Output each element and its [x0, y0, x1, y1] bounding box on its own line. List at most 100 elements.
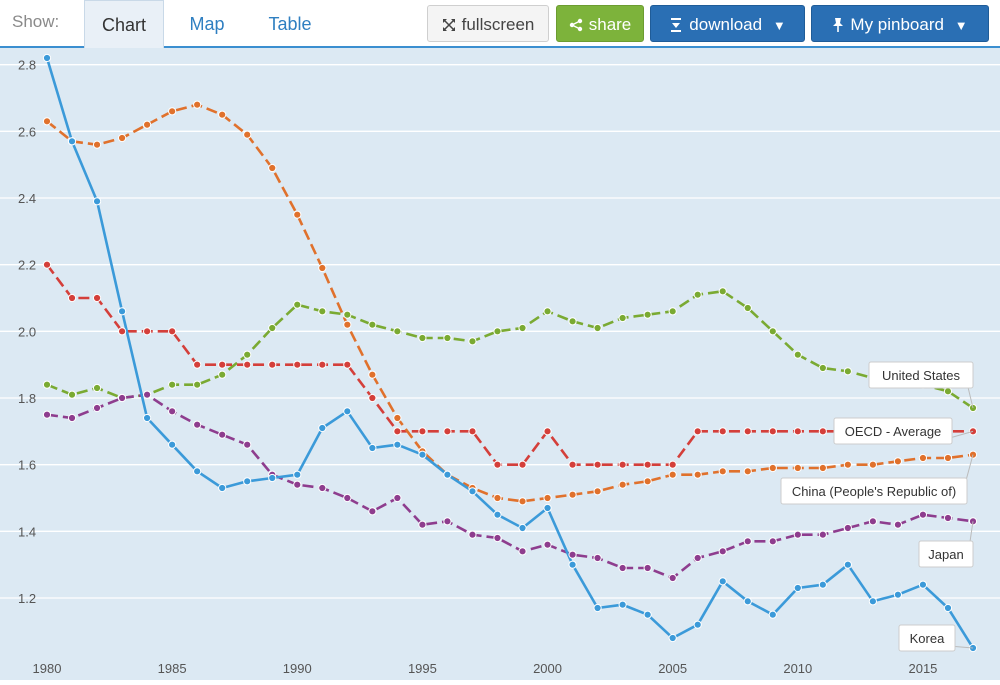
data-point	[918, 510, 928, 519]
data-point	[468, 337, 477, 346]
data-point	[117, 133, 127, 143]
data-point	[193, 420, 202, 429]
series-label-box	[898, 624, 956, 652]
tab-map[interactable]: Map	[172, 0, 242, 48]
data-point	[92, 403, 102, 413]
data-point	[368, 370, 377, 379]
data-point	[168, 327, 177, 336]
data-point	[743, 427, 752, 436]
data-point	[318, 360, 327, 369]
data-point	[643, 563, 652, 573]
data-point	[293, 480, 302, 489]
data-point	[618, 460, 627, 469]
data-point	[868, 597, 877, 606]
data-point	[968, 517, 978, 526]
data-point	[718, 287, 727, 296]
data-point	[493, 493, 502, 503]
data-point	[393, 427, 402, 436]
data-point	[943, 453, 953, 463]
data-point	[543, 307, 552, 316]
data-point	[418, 333, 427, 343]
data-point	[518, 547, 527, 556]
data-point	[368, 507, 377, 516]
data-point	[618, 563, 627, 573]
fullscreen-button[interactable]: fullscreen	[427, 5, 549, 42]
x-tick-label: 1990	[283, 661, 312, 676]
data-point	[943, 603, 953, 613]
data-point	[268, 360, 277, 369]
data-point	[668, 460, 677, 469]
data-point	[668, 307, 677, 316]
tab-chart-label: Chart	[101, 15, 146, 35]
data-point	[343, 310, 352, 319]
series-end-label: China (People's Republic of)	[792, 484, 956, 499]
data-point	[368, 393, 377, 403]
data-point	[743, 597, 752, 606]
data-point	[418, 450, 427, 459]
data-point	[368, 443, 377, 453]
data-point	[117, 307, 127, 316]
data-point	[668, 573, 677, 583]
data-point	[418, 520, 427, 529]
data-point	[468, 530, 477, 539]
pinboard-button[interactable]: My pinboard ▼	[811, 5, 989, 42]
data-point	[793, 583, 802, 593]
y-tick-label: 1.4	[18, 524, 36, 539]
data-point	[918, 580, 928, 589]
series-end-label: OECD - Average	[845, 424, 942, 439]
data-point	[143, 390, 152, 399]
data-point	[593, 603, 602, 613]
tab-chart[interactable]: Chart	[84, 0, 164, 49]
data-point	[568, 317, 577, 326]
data-point	[818, 427, 827, 436]
series-line	[45, 57, 975, 649]
data-point	[117, 327, 127, 336]
data-point	[818, 463, 827, 473]
data-point	[218, 483, 227, 493]
data-point	[593, 487, 602, 496]
data-point	[518, 460, 527, 469]
data-point	[518, 523, 527, 533]
data-point	[618, 600, 627, 609]
data-point	[143, 120, 152, 129]
data-point	[168, 380, 177, 389]
data-point	[818, 530, 827, 539]
data-point	[543, 503, 552, 513]
data-point	[92, 140, 102, 149]
data-point	[218, 370, 227, 379]
share-button[interactable]: share	[556, 5, 644, 42]
data-point	[743, 467, 752, 476]
data-point	[768, 463, 777, 473]
data-point	[218, 110, 227, 119]
data-point	[343, 320, 352, 329]
data-point	[643, 460, 652, 469]
data-point	[468, 487, 477, 496]
data-point	[393, 440, 402, 449]
y-tick-label: 2.4	[18, 191, 36, 206]
data-point	[168, 440, 177, 449]
y-tick-label: 2.0	[18, 324, 36, 339]
y-tick-label: 1.2	[18, 591, 36, 606]
data-point	[693, 553, 702, 563]
data-point	[343, 407, 352, 416]
series-label-box	[833, 417, 953, 445]
data-point	[918, 453, 928, 463]
tab-table[interactable]: Table	[252, 0, 328, 48]
x-tick-label: 2000	[533, 661, 562, 676]
share-icon	[569, 7, 583, 44]
data-point	[943, 513, 953, 523]
data-point	[92, 197, 102, 206]
data-point	[868, 517, 877, 526]
data-point	[818, 580, 827, 589]
download-button[interactable]: download ▼	[650, 5, 805, 42]
data-point	[193, 467, 202, 476]
data-point	[42, 53, 52, 63]
series-end-label: Korea	[910, 631, 945, 646]
data-point	[568, 490, 577, 499]
series-label-box	[780, 477, 968, 505]
data-point	[518, 323, 527, 333]
data-point	[243, 440, 252, 449]
data-point	[318, 263, 327, 273]
data-point	[543, 493, 552, 503]
data-point	[493, 460, 502, 469]
